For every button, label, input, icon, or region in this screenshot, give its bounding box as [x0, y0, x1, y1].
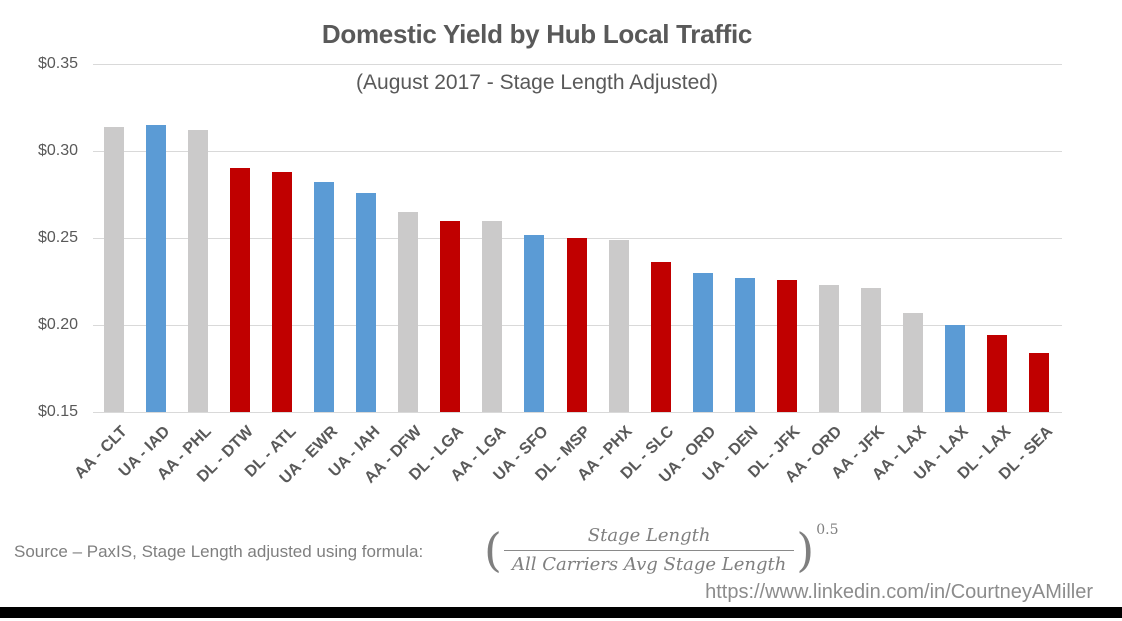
bar-DL-LAX	[986, 335, 1007, 412]
chart-title: Domestic Yield by Hub Local Traffic	[321, 19, 753, 49]
source-note: Source – PaxIS, Stage Length adjusted us…	[14, 542, 424, 561]
bar-UA-EWR	[314, 182, 335, 412]
bar-AA-PHL	[188, 130, 209, 412]
bar-DL-ATL	[272, 171, 293, 412]
bar-AA-JFK	[860, 288, 881, 412]
bar-AA-ORD	[818, 284, 839, 412]
formula-exponent: 0.5	[816, 522, 839, 538]
linkedin-url-text: https://www.linkedin.com/in/CourtneyAMil…	[705, 581, 1093, 603]
bar-DL-JFK	[776, 279, 797, 412]
bar-DL-DTW	[230, 168, 251, 412]
bar-UA-ORD	[692, 272, 713, 412]
formula-open-paren: (	[484, 523, 502, 577]
y-tick-label: $0.15	[37, 403, 78, 420]
bar-UA-DEN	[734, 278, 755, 412]
y-tick-label: $0.30	[37, 142, 78, 159]
bar-DL-MSP	[566, 238, 587, 412]
formula-close-paren: )	[796, 523, 815, 577]
bar-DL-SEA	[1029, 352, 1049, 412]
chart-header: Domestic Yield by Hub Local Traffic (Aug…	[0, 0, 1074, 96]
gridline	[93, 64, 1062, 65]
bar-AA-DFW	[398, 211, 419, 412]
y-tick-label: $0.20	[37, 316, 78, 333]
bar-UA-SFO	[524, 234, 545, 412]
chart-subtitle: (August 2017 - Stage Length Adjusted)	[344, 69, 730, 96]
bar-UA-LAX	[944, 325, 965, 412]
formula-denominator: All Carriers Avg Stage Length	[511, 553, 787, 575]
y-tick-label: $0.25	[37, 229, 78, 246]
bar-DL-SLC	[650, 262, 671, 412]
bar-AA-LGA	[482, 220, 503, 412]
stage-length-formula: ( Stage Length All Carriers Avg Stage Le…	[484, 518, 839, 582]
y-tick-label: $0.35	[37, 55, 78, 72]
bar-AA-CLT	[104, 126, 124, 412]
bar-AA-LAX	[902, 312, 923, 412]
formula-numerator: Stage Length	[503, 524, 795, 551]
formula-fraction: Stage Length All Carriers Avg Stage Leng…	[503, 524, 795, 577]
gridline	[93, 151, 1062, 152]
bar-UA-IAH	[356, 192, 377, 412]
bar-UA-IAD	[146, 124, 167, 412]
bar-DL-LGA	[440, 220, 461, 412]
bottom-black-bar	[0, 607, 1122, 618]
bar-AA-PHX	[608, 239, 629, 412]
gridline	[93, 412, 1062, 413]
